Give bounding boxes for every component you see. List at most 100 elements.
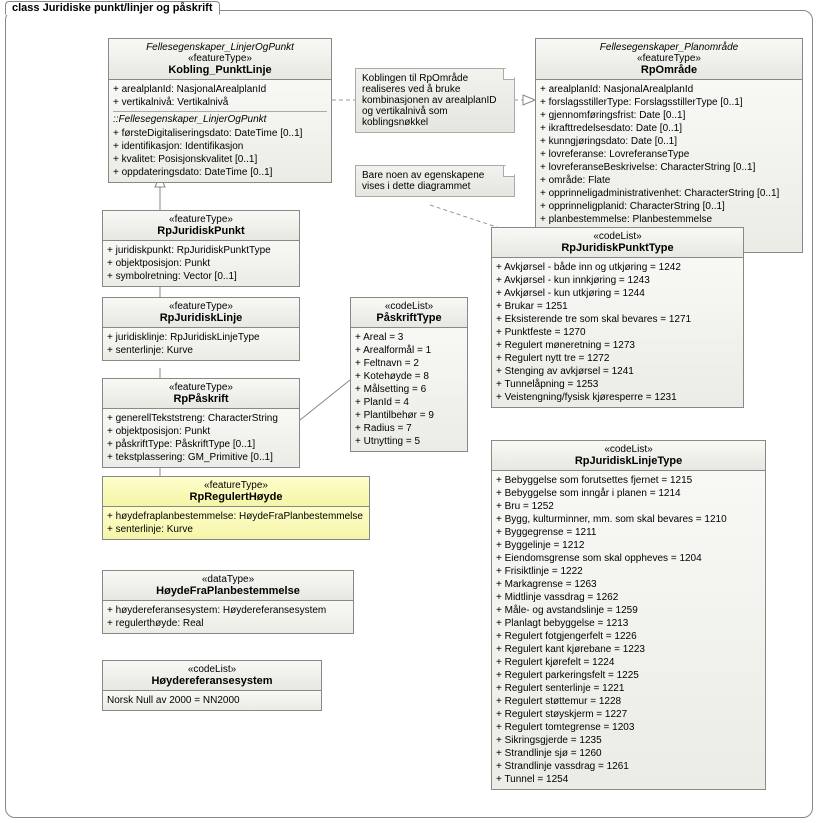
attr: + vertikalnivå: Vertikalnivå xyxy=(113,96,327,109)
class-name: HøydeFraPlanbestemmelse xyxy=(107,585,349,597)
attr: + planbestemmelse: Planbestemmelse xyxy=(540,213,798,226)
class-kobling-punktlinje: Fellesegenskaper_LinjerOgPunkt «featureT… xyxy=(108,38,332,183)
attr: + forslagsstillerType: ForslagsstillerTy… xyxy=(540,96,798,109)
attr: + Regulert nytt tre = 1272 xyxy=(496,352,739,365)
attr: + Feltnavn = 2 xyxy=(355,357,463,370)
attr: + førsteDigitaliseringsdato: DateTime [0… xyxy=(113,127,327,140)
note-kobling: Koblingen til RpOmråde realiseres ved å … xyxy=(355,68,515,133)
attr: + Kotehøyde = 8 xyxy=(355,370,463,383)
attr: + Arealformål = 1 xyxy=(355,344,463,357)
stereotype: «codeList» xyxy=(496,444,761,455)
attr: + generellTekststreng: CharacterString xyxy=(107,412,295,425)
attr: + Avkjørsel - kun innkjøring = 1243 xyxy=(496,274,739,287)
class-name: RpRegulertHøyde xyxy=(107,491,365,503)
attr: + Byggelinje = 1212 xyxy=(496,539,761,552)
class-name: RpJuridiskLinjeType xyxy=(496,455,761,467)
attr: + område: Flate xyxy=(540,174,798,187)
attr: + Markagrense = 1263 xyxy=(496,578,761,591)
section-sep: ::Fellesegenskaper_LinjerOgPunkt xyxy=(113,111,327,125)
class-hoyderef: «codeList» Høydereferansesystem Norsk Nu… xyxy=(102,660,322,711)
class-rpomrade: Fellesegenskaper_Planområde «featureType… xyxy=(535,38,803,253)
attr: + regulerthøyde: Real xyxy=(107,617,349,630)
attr: + Måle- og avstandslinje = 1259 xyxy=(496,604,761,617)
attr: + Målsetting = 6 xyxy=(355,383,463,396)
attr: + Eksisterende tre som skal bevares = 12… xyxy=(496,313,739,326)
class-name: Høydereferansesystem xyxy=(107,675,317,687)
class-name: RpJuridiskPunktType xyxy=(496,242,739,254)
stereotype: «dataType» xyxy=(107,574,349,585)
class-hoydefraplan: «dataType» HøydeFraPlanbestemmelse + høy… xyxy=(102,570,354,634)
attr: + oppdateringsdato: DateTime [0..1] xyxy=(113,166,327,179)
attr: + juridiskpunkt: RpJuridiskPunktType xyxy=(107,244,295,257)
class-name: Kobling_PunktLinje xyxy=(113,64,327,76)
stereotype: «featureType» xyxy=(107,301,295,312)
attr: + Areal = 3 xyxy=(355,331,463,344)
attr: + Frisiktlinje = 1222 xyxy=(496,565,761,578)
attr: + arealplanId: NasjonalArealplanId xyxy=(540,83,798,96)
stereotype: «featureType» xyxy=(107,480,365,491)
attr: + Eiendomsgrense som skal oppheves = 120… xyxy=(496,552,761,565)
attr: + senterlinje: Kurve xyxy=(107,344,295,357)
attr: + Byggegrense = 1211 xyxy=(496,526,761,539)
class-rpregulerthoyde: «featureType» RpRegulertHøyde + høydefra… xyxy=(102,476,370,540)
class-rpjuridisklinjetype: «codeList» RpJuridiskLinjeType + Bebygge… xyxy=(491,440,766,790)
attr: + PlanId = 4 xyxy=(355,396,463,409)
attr: + Plantilbehør = 9 xyxy=(355,409,463,422)
attr: + høydefraplanbestemmelse: HøydeFraPlanb… xyxy=(107,510,365,523)
stereotype: «featureType» xyxy=(113,53,327,64)
note-egenskaper: Bare noen av egenskapene vises i dette d… xyxy=(355,165,515,197)
attr: + høydereferansesystem: Høydereferansesy… xyxy=(107,604,349,617)
attr: + Tunnel = 1254 xyxy=(496,773,761,786)
attr: + Regulert kant kjørebane = 1223 xyxy=(496,643,761,656)
stereotype: «featureType» xyxy=(540,53,798,64)
class-name: PåskriftType xyxy=(355,312,463,324)
attr: + Avkjørsel - både inn og utkjøring = 12… xyxy=(496,261,739,274)
attr: + identifikasjon: Identifikasjon xyxy=(113,140,327,153)
frame-title: class Juridiske punkt/linjer og påskrift xyxy=(5,1,220,15)
attr: + Regulert senterlinje = 1221 xyxy=(496,682,761,695)
attr: + objektposisjon: Punkt xyxy=(107,257,295,270)
attr: + Regulert parkeringsfelt = 1225 xyxy=(496,669,761,682)
super-label: Fellesegenskaper_Planområde xyxy=(540,42,798,53)
attr: + symbolretning: Vector [0..1] xyxy=(107,270,295,283)
attr: + Planlagt bebyggelse = 1213 xyxy=(496,617,761,630)
class-name: RpOmråde xyxy=(540,64,798,76)
attr: + ikrafttredelsesdato: Date [0..1] xyxy=(540,122,798,135)
attr: + Bebyggelse som forutsettes fjernet = 1… xyxy=(496,474,761,487)
attr: + Strandlinje sjø = 1260 xyxy=(496,747,761,760)
attr: + Punktfeste = 1270 xyxy=(496,326,739,339)
attr: + Stenging av avkjørsel = 1241 xyxy=(496,365,739,378)
stereotype: «featureType» xyxy=(107,382,295,393)
attr: + Regulert støyskjerm = 1227 xyxy=(496,708,761,721)
attr: + juridisklinje: RpJuridiskLinjeType xyxy=(107,331,295,344)
attr: + Regulert tomtegrense = 1203 xyxy=(496,721,761,734)
stereotype: «featureType» xyxy=(107,214,295,225)
attr: + Bebyggelse som inngår i planen = 1214 xyxy=(496,487,761,500)
attr: + Veistengning/fysisk kjøresperre = 1231 xyxy=(496,391,739,404)
attr: + Strandlinje vassdrag = 1261 xyxy=(496,760,761,773)
attr: + Brukar = 1251 xyxy=(496,300,739,313)
attr: + Avkjørsel - kun utkjøring = 1244 xyxy=(496,287,739,300)
attr: + Regulert møneretning = 1273 xyxy=(496,339,739,352)
attr: + tekstplassering: GM_Primitive [0..1] xyxy=(107,451,295,464)
class-name: RpPåskrift xyxy=(107,393,295,405)
diagram-canvas: class Juridiske punkt/linjer og påskrift… xyxy=(0,0,818,823)
class-name: RpJuridiskLinje xyxy=(107,312,295,324)
attr: + Midtlinje vassdrag = 1262 xyxy=(496,591,761,604)
attr: Norsk Null av 2000 = NN2000 xyxy=(107,694,317,707)
attr: + opprinneligplanid: CharacterString [0.… xyxy=(540,200,798,213)
stereotype: «codeList» xyxy=(107,664,317,675)
super-label: Fellesegenskaper_LinjerOgPunkt xyxy=(113,42,327,53)
class-rppaskrift: «featureType» RpPåskrift + generellTekst… xyxy=(102,378,300,468)
attr: + Utnytting = 5 xyxy=(355,435,463,448)
attr: + Bru = 1252 xyxy=(496,500,761,513)
attr: + Radius = 7 xyxy=(355,422,463,435)
attr: + gjennomføringsfrist: Date [0..1] xyxy=(540,109,798,122)
class-paskrifttype: «codeList» PåskriftType + Areal = 3+ Are… xyxy=(350,297,468,452)
attr: + arealplanId: NasjonalArealplanId xyxy=(113,83,327,96)
attr: + objektposisjon: Punkt xyxy=(107,425,295,438)
class-name: RpJuridiskPunkt xyxy=(107,225,295,237)
attr: + Regulert støttemur = 1228 xyxy=(496,695,761,708)
stereotype: «codeList» xyxy=(355,301,463,312)
attr: + kunngjøringsdato: Date [0..1] xyxy=(540,135,798,148)
